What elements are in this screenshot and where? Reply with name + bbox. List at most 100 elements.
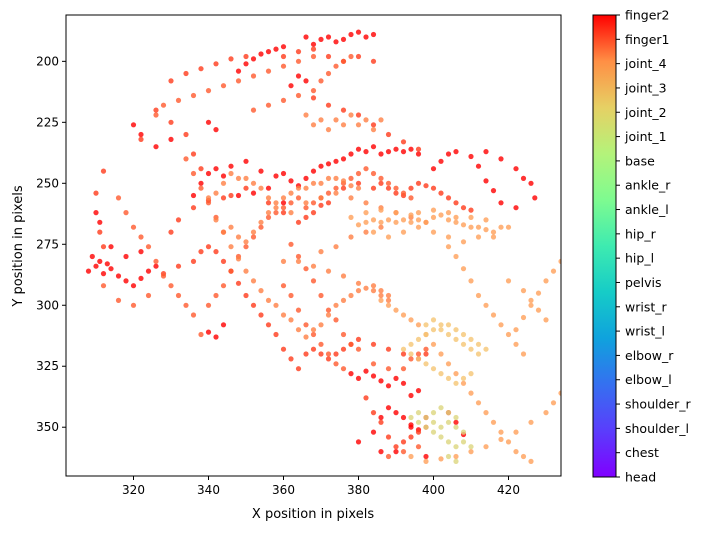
data-point-finger2 <box>363 368 369 374</box>
data-point-joint_4 <box>273 210 279 216</box>
data-point-joint_2 <box>475 234 482 240</box>
data-point-finger2 <box>490 188 497 194</box>
data-point-joint_2 <box>430 207 437 213</box>
data-point-finger1 <box>325 53 332 60</box>
data-point-joint_4 <box>348 341 354 347</box>
data-point-joint_2 <box>423 219 429 225</box>
data-point-joint_2 <box>445 244 452 250</box>
data-point-finger2 <box>138 275 144 281</box>
data-point-finger2 <box>453 149 459 155</box>
colorbar-label-shoulder_r: shoulder_r <box>625 397 691 412</box>
data-point-joint_2 <box>520 314 527 321</box>
colorbar-label-shoulder_l: shoulder_l <box>625 421 689 436</box>
data-point-finger2 <box>115 273 122 279</box>
data-point-joint_4 <box>100 283 107 289</box>
data-point-joint_4 <box>333 63 339 69</box>
data-point-joint_2 <box>475 400 482 406</box>
data-point-finger2 <box>85 268 92 274</box>
data-point-finger1 <box>183 131 189 138</box>
colorbar-label-wrist_r: wrist_r <box>625 299 667 314</box>
data-point-finger2 <box>370 144 377 150</box>
data-point-finger2 <box>273 173 279 179</box>
data-point-finger2 <box>348 371 354 377</box>
data-point-finger1 <box>340 107 347 113</box>
colorbar-label-joint_1: joint_1 <box>624 129 667 144</box>
data-point-joint_1 <box>445 322 452 328</box>
data-point-joint_4 <box>280 283 287 289</box>
data-point-joint_3 <box>228 170 234 177</box>
data-point-finger2 <box>138 131 144 138</box>
data-point-finger2 <box>168 136 174 142</box>
colorbar-label-joint_2: joint_2 <box>624 105 667 120</box>
data-point-joint_3 <box>288 317 294 323</box>
data-point-joint_4 <box>160 273 167 279</box>
x-tick-label: 380 <box>347 483 370 497</box>
data-point-finger2 <box>130 122 137 128</box>
data-point-joint_3 <box>213 217 219 223</box>
data-point-finger1 <box>220 195 227 201</box>
colorbar-label-wrist_l: wrist_l <box>625 324 665 339</box>
data-point-finger1 <box>243 185 249 191</box>
data-point-joint_2 <box>430 341 437 347</box>
data-point-joint_2 <box>355 222 362 228</box>
data-point-finger2 <box>348 31 354 38</box>
data-point-joint_3 <box>370 288 377 294</box>
data-point-finger2 <box>378 414 384 421</box>
data-point-joint_3 <box>280 195 287 201</box>
data-point-joint_3 <box>235 175 242 181</box>
data-point-joint_4 <box>243 244 249 250</box>
data-point-joint_3 <box>355 122 362 128</box>
data-point-joint_4 <box>115 195 122 201</box>
data-point-joint_2 <box>513 341 519 347</box>
data-point-joint_2 <box>498 436 504 442</box>
data-point-joint_3 <box>310 122 317 128</box>
data-point-finger2 <box>393 146 399 152</box>
data-point-base <box>430 410 437 416</box>
data-point-finger2 <box>475 163 482 169</box>
data-point-joint_4 <box>415 444 422 450</box>
data-point-finger2 <box>310 41 317 47</box>
data-point-joint_1 <box>468 336 474 342</box>
data-point-joint_2 <box>483 410 489 416</box>
data-point-finger1 <box>415 146 422 152</box>
data-point-finger1 <box>400 139 407 145</box>
data-point-joint_1 <box>475 341 482 347</box>
data-point-joint_2 <box>430 229 437 235</box>
data-point-finger2 <box>288 83 294 89</box>
data-point-joint_2 <box>505 278 512 284</box>
data-point-finger2 <box>265 185 272 191</box>
data-point-joint_3 <box>325 312 332 318</box>
data-point-finger1 <box>370 410 377 416</box>
data-point-joint_3 <box>243 268 249 274</box>
data-point-joint_3 <box>295 258 302 264</box>
data-point-finger1 <box>340 185 347 191</box>
data-point-finger2 <box>408 146 414 152</box>
data-point-joint_1 <box>408 341 414 347</box>
data-point-joint_3 <box>243 239 249 245</box>
data-point-finger1 <box>168 229 174 235</box>
data-point-joint_2 <box>475 292 482 299</box>
data-point-joint_3 <box>363 229 369 235</box>
data-point-finger2 <box>393 410 399 416</box>
data-point-joint_2 <box>490 312 497 318</box>
data-point-joint_2 <box>393 210 399 216</box>
y-tick-label: 300 <box>36 298 59 312</box>
data-point-finger2 <box>355 439 362 445</box>
data-point-joint_4 <box>190 170 197 177</box>
data-point-joint_2 <box>415 322 422 328</box>
data-point-joint_2 <box>550 268 557 274</box>
data-point-finger2 <box>528 180 534 186</box>
data-point-joint_3 <box>310 180 317 186</box>
data-point-joint_3 <box>273 205 279 211</box>
data-point-joint_4 <box>385 453 392 460</box>
data-point-finger2 <box>104 261 110 267</box>
data-point-joint_2 <box>385 234 392 240</box>
data-point-finger1 <box>93 190 99 196</box>
data-point-joint_4 <box>400 449 407 455</box>
data-point-finger1 <box>310 210 317 216</box>
data-point-joint_2 <box>453 453 459 460</box>
data-point-finger2 <box>295 73 302 79</box>
data-point-finger2 <box>378 449 384 455</box>
data-point-joint_4 <box>198 331 204 338</box>
